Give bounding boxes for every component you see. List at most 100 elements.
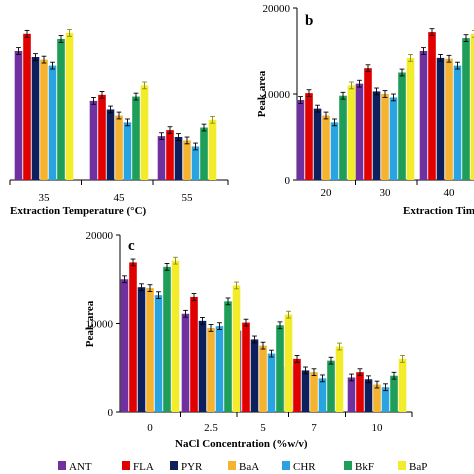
bar-bkf-2_5 xyxy=(224,301,232,412)
bar-baa-55 xyxy=(183,140,191,180)
x-axis-title: NaCl Concentration (%w/v) xyxy=(175,438,308,450)
legend-label-bkf: BkF xyxy=(355,461,374,473)
bar-chr-35 xyxy=(48,65,57,180)
bar-bap-40 xyxy=(470,33,474,180)
legend-swatch-pyr xyxy=(170,461,178,470)
bar-ant-30 xyxy=(355,83,364,180)
legend-label-fla: FLA xyxy=(133,461,154,473)
bar-pyr-5 xyxy=(250,339,259,412)
bar-chr-55 xyxy=(191,146,200,180)
x-tick-label: 0 xyxy=(147,422,153,434)
x-tick-label: 5 xyxy=(260,422,266,434)
bar-chr-20 xyxy=(330,122,339,180)
bar-bkf-35 xyxy=(57,38,65,181)
legend-swatch-bap xyxy=(398,461,406,470)
bar-fla-40 xyxy=(428,32,436,180)
legend-swatch-baa xyxy=(228,461,236,470)
legend-label-bap: BaP xyxy=(409,461,427,473)
legend-label-pyr: PYR xyxy=(181,461,203,473)
x-tick-label: 35 xyxy=(39,192,51,204)
bar-bap-20 xyxy=(347,85,356,180)
x-tick-label: 55 xyxy=(182,192,194,204)
y-tick-label: 10000 xyxy=(263,89,291,101)
bar-chr-30 xyxy=(389,97,398,180)
x-axis-title: Extraction Temperature (°C) xyxy=(10,205,147,217)
bar-ant-2_5 xyxy=(181,313,190,412)
bar-baa-40 xyxy=(445,58,453,180)
bar-fla-10 xyxy=(356,372,364,412)
bar-pyr-30 xyxy=(372,91,381,180)
bar-fla-30 xyxy=(364,68,372,180)
bar-baa-45 xyxy=(115,115,123,180)
x-tick-label: 2.5 xyxy=(204,422,218,434)
bar-ant-40 xyxy=(419,51,428,180)
legend-swatch-chr xyxy=(282,461,290,470)
bar-fla-7 xyxy=(293,358,301,412)
bar-pyr-10 xyxy=(364,379,373,412)
bar-chr-7 xyxy=(318,378,327,412)
x-tick-label: 45 xyxy=(114,192,126,204)
x-tick-label: 7 xyxy=(311,422,317,434)
y-tick-label: 0 xyxy=(285,175,291,187)
x-tick-label: 20 xyxy=(321,187,333,199)
legend-label-chr: CHR xyxy=(293,461,316,473)
bar-bkf-20 xyxy=(339,95,347,180)
bar-ant-45 xyxy=(89,100,98,180)
legend-swatch-bkf xyxy=(344,461,352,470)
bar-fla-45 xyxy=(98,94,106,180)
x-tick-label: 30 xyxy=(380,187,392,199)
bar-chr-45 xyxy=(123,122,132,180)
bar-bap-45 xyxy=(140,85,149,180)
bar-baa-5 xyxy=(259,345,267,412)
y-axis-title: Peak area xyxy=(84,300,96,347)
bar-bap-0 xyxy=(171,260,180,412)
bar-pyr-55 xyxy=(174,137,183,180)
bar-chr-10 xyxy=(381,387,390,412)
bar-fla-55 xyxy=(166,130,174,180)
y-tick-label: 10000 xyxy=(86,319,114,331)
bar-chr-40 xyxy=(453,65,462,180)
bar-baa-2_5 xyxy=(207,327,215,412)
bar-bap-5 xyxy=(284,314,293,412)
bar-baa-7 xyxy=(310,372,318,412)
bar-bkf-5 xyxy=(276,325,284,412)
bar-pyr-40 xyxy=(436,57,445,180)
bar-baa-35 xyxy=(40,59,48,180)
y-tick-label: 20000 xyxy=(86,230,114,242)
bar-baa-0 xyxy=(146,288,154,412)
bar-pyr-20 xyxy=(313,108,322,180)
y-tick-label: 20000 xyxy=(263,3,291,15)
bar-chr-0 xyxy=(154,295,163,412)
legend-swatch-fla xyxy=(122,461,130,470)
legend-swatch-ant xyxy=(58,461,66,470)
bar-pyr-35 xyxy=(31,57,40,180)
panel-label-c: c xyxy=(128,238,135,254)
x-tick-label: 10 xyxy=(372,422,384,434)
bar-pyr-45 xyxy=(106,109,115,180)
bar-bap-10 xyxy=(398,358,407,412)
bar-chr-5 xyxy=(267,353,276,412)
bar-baa-10 xyxy=(373,384,381,412)
bar-fla-5 xyxy=(242,322,250,412)
bar-bkf-40 xyxy=(462,38,470,180)
y-tick-label: 0 xyxy=(108,407,114,419)
panel-c-chart: 0 10000 20000 0 2.5 5 7 10 c NaCl Concentration (… xyxy=(84,230,413,450)
legend: ANT FLA PYR BaA CHR BkF BaP xyxy=(58,461,427,473)
panel-label-b: b xyxy=(305,13,313,29)
bar-pyr-2_5 xyxy=(198,320,207,412)
bar-bap-2_5 xyxy=(232,285,241,412)
bar-bkf-45 xyxy=(132,96,140,180)
bar-ant-35 xyxy=(14,51,23,180)
bar-fla-20 xyxy=(305,93,313,180)
bar-bkf-10 xyxy=(390,375,398,412)
bar-ant-0 xyxy=(120,279,129,412)
y-axis-title: Peak area xyxy=(256,70,268,117)
x-tick-label: 40 xyxy=(444,187,456,199)
bar-chr-2_5 xyxy=(215,326,224,412)
bar-bkf-7 xyxy=(327,360,335,412)
bar-bkf-30 xyxy=(398,72,406,180)
bar-ant-20 xyxy=(296,100,305,180)
bar-ant-55 xyxy=(157,136,166,180)
bar-bap-35 xyxy=(65,32,74,180)
